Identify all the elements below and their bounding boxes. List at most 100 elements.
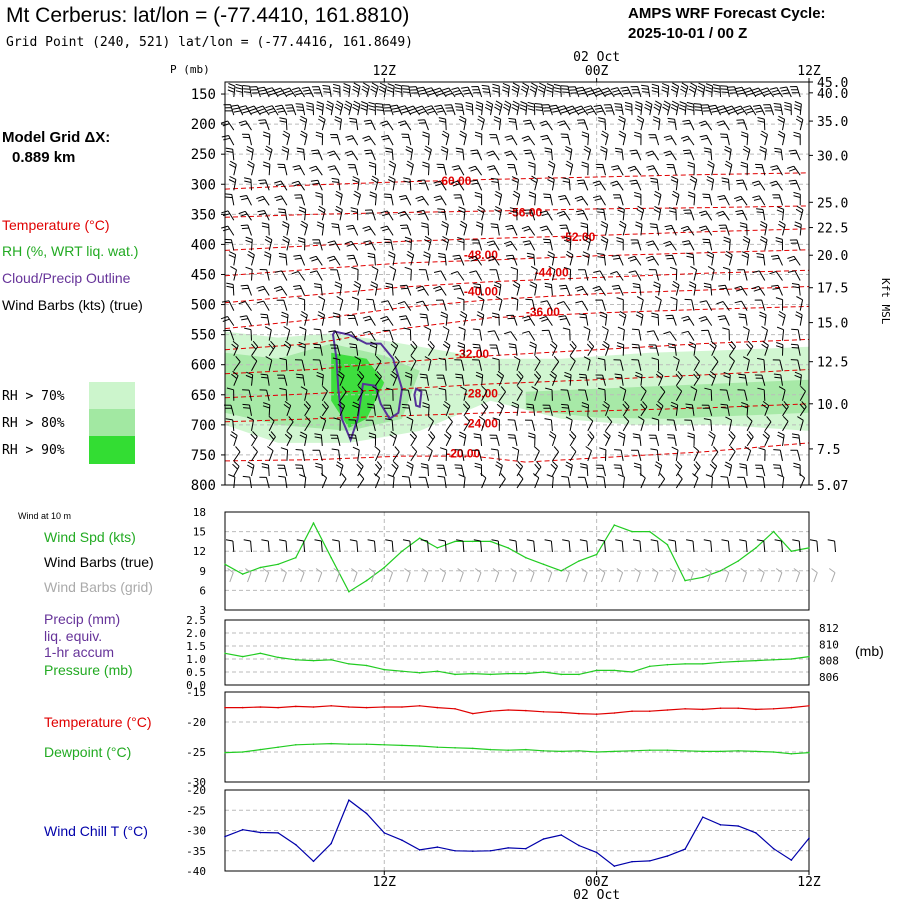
wind-barb xyxy=(422,402,430,416)
wind-barb xyxy=(528,191,537,206)
wind-speed-line-point xyxy=(684,579,686,582)
wind-speed-line-point xyxy=(560,570,563,572)
wind-barb xyxy=(539,210,553,221)
wind-barb xyxy=(728,431,736,447)
wind-barb xyxy=(451,87,465,98)
dewpoint-line-point xyxy=(631,750,633,752)
wind-barb xyxy=(791,328,801,341)
wind-barb xyxy=(613,464,624,477)
wind-barb xyxy=(228,175,237,191)
wind-barb xyxy=(374,370,382,386)
dewpoint-line xyxy=(224,742,810,755)
wind-barb xyxy=(610,87,624,98)
forecast-cycle-label: AMPS WRF Forecast Cycle: xyxy=(628,5,826,22)
wind-barb xyxy=(622,400,630,417)
wind-barb xyxy=(281,145,290,161)
wind-barb xyxy=(451,165,465,176)
wind-barb xyxy=(398,120,412,131)
wind-barb xyxy=(246,461,255,477)
isotherm-line xyxy=(224,305,810,351)
wind-barb xyxy=(711,355,719,371)
wind-barb xyxy=(787,270,801,281)
wind-barb xyxy=(670,296,678,311)
wind-speed-line-point xyxy=(365,579,368,582)
wind-barb xyxy=(226,282,235,296)
wind-barb xyxy=(245,236,253,251)
wind-barb xyxy=(370,281,378,296)
wind-barb xyxy=(508,343,518,356)
wind-barb xyxy=(650,177,660,191)
wind-barb xyxy=(317,311,325,326)
wind-barb xyxy=(675,385,683,402)
wind-barb xyxy=(703,282,713,296)
wind-barb xyxy=(318,115,326,131)
wind-barb xyxy=(422,131,430,146)
wind-barb xyxy=(495,295,503,311)
grid-wind-barb xyxy=(652,568,659,583)
wind-barb xyxy=(405,145,414,161)
wind-barb xyxy=(309,270,323,281)
sfc-temperature-line-point xyxy=(755,708,757,711)
dewpoint-line-point xyxy=(436,746,439,748)
wind-barb xyxy=(722,266,731,281)
wind-barb xyxy=(735,86,748,98)
wind-barb xyxy=(294,194,306,206)
legend-rh90-label: RH > 90% xyxy=(2,443,65,458)
pressure-line-point xyxy=(224,652,226,655)
wind-barb xyxy=(349,117,359,131)
wind-barb xyxy=(685,403,695,416)
wind-barb xyxy=(404,371,413,386)
wind-barb xyxy=(383,404,394,416)
pressure-right-tick-label: 810 xyxy=(819,638,839,651)
wind-barb xyxy=(568,86,580,98)
wind-barb xyxy=(543,193,553,206)
wind-barb xyxy=(648,344,660,356)
panel-tick-label: 1.0 xyxy=(186,653,206,666)
wind-barb xyxy=(790,449,801,462)
wind-barb xyxy=(463,400,471,417)
dewpoint-line-point xyxy=(613,750,616,753)
wind-barb xyxy=(620,86,633,98)
wind-barb xyxy=(648,434,660,447)
wind-barb xyxy=(734,195,748,206)
sfc-temperature-line-point xyxy=(613,712,616,714)
wind-barb xyxy=(711,446,719,462)
wind-barb xyxy=(612,194,624,206)
wind-barb xyxy=(617,431,626,446)
sfc-wind-barb xyxy=(703,539,713,553)
wind-barb xyxy=(516,385,523,402)
wind-barb xyxy=(409,86,421,98)
wind-barb xyxy=(334,281,343,296)
temperature-panel: -30 -25 -20 -15 xyxy=(186,686,810,789)
wind-barb xyxy=(686,101,695,116)
wind-chill-line-point xyxy=(489,849,492,852)
wind-barb xyxy=(779,86,792,98)
wind-chill-line-point xyxy=(613,865,616,867)
wind-barb xyxy=(368,161,377,176)
wind-barb xyxy=(258,179,270,191)
wind-barb xyxy=(401,403,412,416)
wind-barb xyxy=(546,474,554,489)
wind-barb xyxy=(529,281,538,296)
wind-speed-line-point xyxy=(241,573,244,575)
wind-barb xyxy=(246,416,254,431)
wind-barb xyxy=(427,340,435,356)
isotherm-label: -36.00 xyxy=(526,305,560,319)
panel-tick-label: 15 xyxy=(193,526,206,539)
kft-axis-label: Kft MSL xyxy=(879,278,892,325)
sfc-wind-barb xyxy=(438,539,447,553)
wind-barb xyxy=(410,355,417,371)
wind-barb xyxy=(460,386,467,401)
dewpoint-line-point xyxy=(401,744,403,747)
pressure-line-point xyxy=(489,673,492,676)
wind-barb xyxy=(645,150,660,161)
wind-barb xyxy=(492,83,500,98)
wind-barb xyxy=(739,222,748,236)
wind-barb xyxy=(438,252,447,266)
wind-barb xyxy=(670,82,680,98)
sfc-wind-barb xyxy=(402,539,412,553)
wind-barb xyxy=(498,386,507,402)
grid-wind-barb xyxy=(368,568,376,583)
wind-barb xyxy=(601,130,609,146)
wind-barb xyxy=(534,103,544,116)
